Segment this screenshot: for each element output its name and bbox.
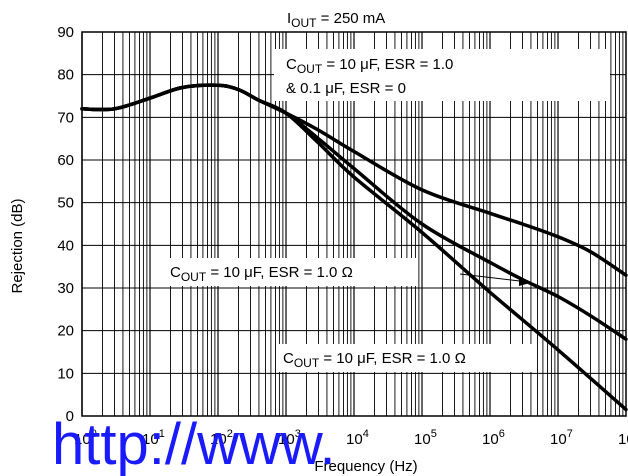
- watermark-text: http://www.: [52, 412, 336, 476]
- annotation-1-line-1: COUT = 10 μF, ESR = 1.0: [286, 56, 453, 76]
- series-group: [80, 83, 628, 412]
- chart-title: IOUT = 250 mA: [287, 10, 385, 30]
- series-line-3: [80, 83, 628, 412]
- y-tick-label: 20: [57, 323, 74, 340]
- x-tick-label: 107: [550, 428, 573, 448]
- y-tick-labels: 0 10 20 30 40 50 60 70 80 90: [57, 24, 74, 425]
- y-tick-label: 0: [66, 408, 74, 425]
- y-tick-label: 80: [57, 67, 74, 84]
- x-tick-label: 101: [142, 428, 165, 448]
- annotation-2: COUT = 10 μF, ESR = 1.0 Ω: [170, 264, 353, 284]
- x-tick-label: 102: [210, 428, 233, 448]
- x-tick-label: 103: [278, 428, 301, 448]
- y-tick-label: 30: [57, 280, 74, 297]
- annotation-3-background: [278, 344, 534, 372]
- x-tick-labels: 100 101 102 103 104 105 106 107 108: [74, 428, 628, 448]
- annotation-2-arrowhead: [519, 279, 530, 286]
- x-tick-label: 100: [74, 428, 97, 448]
- x-tick-label: 104: [346, 428, 369, 448]
- y-tick-label: 90: [57, 24, 74, 41]
- x-tick-label: 108: [618, 428, 628, 448]
- y-tick-label: 60: [57, 152, 74, 169]
- annotation-1-line-2: & 0.1 μF, ESR = 0: [286, 80, 406, 97]
- annotation-1-background: [274, 49, 610, 101]
- x-axis-label: Frequency (Hz): [314, 458, 417, 475]
- y-axis-label: Rejection (dB): [9, 198, 26, 293]
- x-tick-label: 106: [482, 428, 505, 448]
- x-tick-label: 105: [414, 428, 437, 448]
- annotation-2-leader: [459, 273, 529, 283]
- y-tick-label: 40: [57, 237, 74, 254]
- plot-frame: [81, 31, 627, 417]
- annotation-2-background: [164, 258, 418, 286]
- annotation-3: COUT = 10 μF, ESR = 1.0 Ω: [283, 350, 466, 370]
- y-tick-label: 10: [57, 365, 74, 382]
- y-tick-label: 50: [57, 195, 74, 212]
- y-tick-label: 70: [57, 109, 74, 126]
